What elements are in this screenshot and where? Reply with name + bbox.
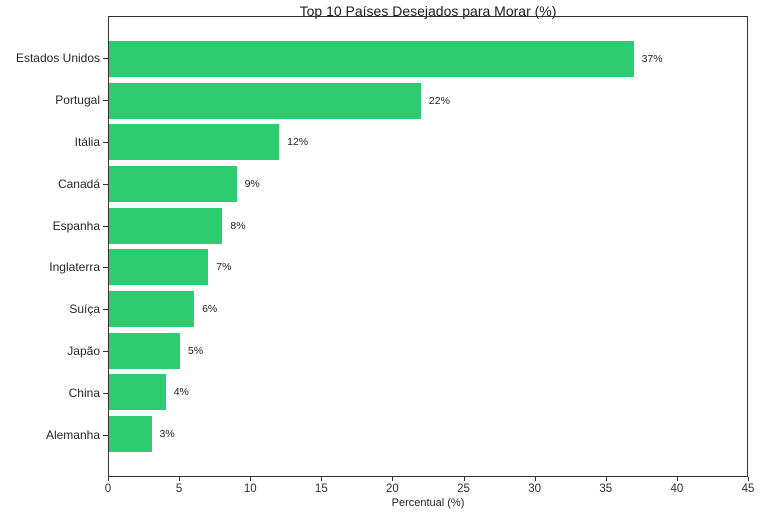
x-tick-label: 40	[670, 483, 684, 495]
x-tick-mark	[676, 477, 678, 481]
bar	[109, 82, 421, 119]
bar-row: 12%	[109, 121, 747, 163]
bar	[109, 165, 237, 202]
bar-row: 3%	[109, 413, 747, 455]
bar-row: 9%	[109, 163, 747, 205]
y-tick-mark	[103, 225, 108, 227]
x-tick-mark	[179, 477, 181, 481]
y-tick-label: Inglaterra	[49, 260, 100, 275]
x-tick-mark	[108, 477, 109, 481]
x-tick-mark	[534, 477, 536, 481]
x-tick-label: 35	[599, 483, 613, 495]
y-tick-mark	[103, 393, 108, 395]
x-tick-label: 5	[175, 483, 183, 495]
bar	[109, 249, 209, 286]
bar	[109, 207, 223, 244]
bar	[109, 332, 180, 369]
bar	[109, 40, 634, 77]
bar	[109, 291, 195, 328]
x-tick-label: 30	[528, 483, 542, 495]
bar	[109, 374, 166, 411]
bar-row: 37%	[109, 38, 747, 80]
x-tick-mark	[392, 477, 394, 481]
bars-container: 37% 22% 12% 9% 8% 7% 6% 5% 4% 3%	[109, 17, 747, 476]
bar-row: 8%	[109, 205, 747, 247]
y-tick-label: China	[68, 386, 100, 401]
x-axis-label: Percentual (%)	[391, 497, 465, 509]
x-tick-label: 25	[457, 483, 470, 495]
y-tick-label: Suíça	[69, 302, 100, 317]
y-tick-label: Itália	[74, 134, 100, 149]
y-tick-label: Alemanha	[45, 428, 100, 443]
y-tick-mark	[103, 267, 108, 269]
y-tick-mark	[103, 351, 108, 353]
y-tick-mark	[103, 435, 108, 437]
bar-value-label: 5%	[187, 344, 204, 357]
x-tick-mark	[321, 477, 323, 481]
bar-value-label: 37%	[641, 52, 663, 65]
bar-value-label: 3%	[159, 428, 175, 441]
bar-value-label: 22%	[428, 94, 450, 107]
bar-row: 5%	[109, 330, 747, 372]
bar	[109, 416, 152, 453]
plot-area: 37% 22% 12% 9% 8% 7% 6% 5% 4% 3%	[108, 16, 748, 477]
x-tick-mark	[748, 477, 749, 481]
x-tick-label: 0	[104, 483, 112, 495]
bar-row: 22%	[109, 80, 747, 122]
bar-value-label: 6%	[202, 303, 218, 316]
y-tick-mark	[103, 309, 108, 311]
y-tick-label: Canadá	[57, 176, 100, 191]
y-tick-mark	[103, 99, 108, 101]
bar-row: 4%	[109, 372, 747, 414]
y-tick-mark	[103, 141, 108, 143]
x-tick-mark	[463, 477, 465, 481]
bar-value-label: 4%	[173, 386, 189, 399]
y-tick-mark	[103, 183, 108, 185]
bar-value-label: 8%	[230, 219, 246, 232]
x-tick-mark	[250, 477, 252, 481]
x-tick-label: 45	[741, 483, 755, 495]
y-tick-label: Japão	[67, 344, 100, 359]
y-tick-label: Estados Unidos	[15, 50, 100, 65]
bar	[109, 124, 280, 161]
y-tick-label: Portugal	[55, 92, 100, 107]
bar-value-label: 7%	[216, 261, 232, 274]
bar-row: 6%	[109, 288, 747, 330]
x-tick-mark	[605, 477, 607, 481]
x-tick-label: 15	[314, 483, 328, 495]
bar-row: 7%	[109, 247, 747, 289]
x-tick-label: 20	[386, 483, 399, 495]
x-tick-label: 10	[243, 483, 257, 495]
bar-value-label: 9%	[244, 177, 260, 190]
chart-title: Top 10 Países Desejados para Morar (%)	[299, 3, 557, 19]
y-tick-label: Espanha	[52, 218, 100, 233]
y-tick-mark	[103, 57, 108, 59]
bar-value-label: 12%	[287, 136, 309, 149]
